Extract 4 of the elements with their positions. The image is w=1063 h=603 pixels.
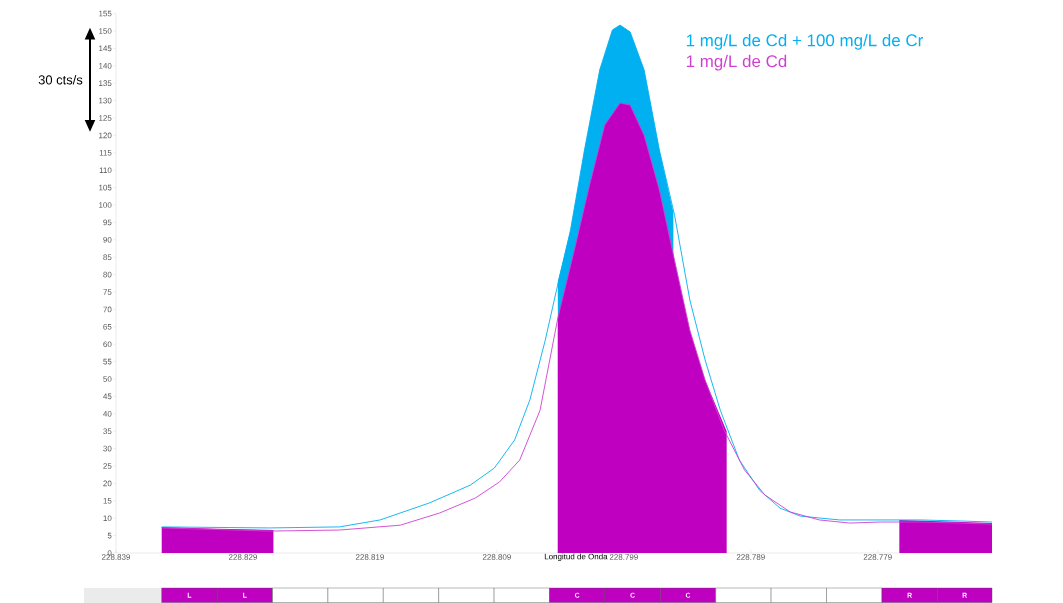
text: 1 mg/L de Cd + 100 mg/L de Cr <box>686 33 923 50</box>
line-series <box>161 102 993 532</box>
text: 1 mg/L de Cd <box>686 54 787 71</box>
text: 30 cts/s <box>38 74 83 85</box>
